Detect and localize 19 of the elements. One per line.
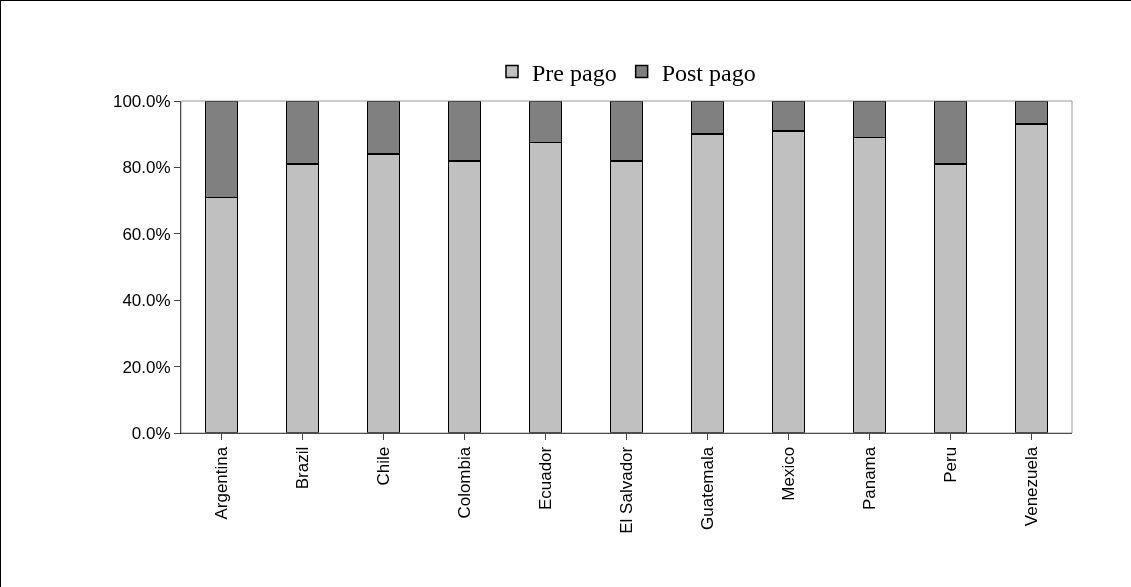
legend-label: Pre pago [532,59,617,86]
x-tick-label: Brazil [293,446,313,490]
y-tick-label: 40.0% [122,291,171,311]
y-tick-label: 20.0% [122,357,171,377]
x-tick-label: El Salvador [617,446,637,534]
y-tick-label: 60.0% [122,224,171,244]
x-tick-label: Ecuador [536,446,556,511]
x-tick-label: Peru [941,446,961,483]
y-tick-label: 100.0% [112,91,171,111]
legend-label: Post pago [661,59,756,86]
x-tick-label: Guatemala [698,446,718,530]
y-tick-label: 80.0% [122,158,171,178]
x-tick-label: Venezuela [1022,446,1042,527]
x-tick-label: Panama [860,446,880,511]
x-tick-label: Chile [374,446,394,486]
y-tick-label: 0.0% [131,423,171,443]
x-tick-label: Argentina [212,446,232,520]
x-tick-label: Mexico [779,446,799,501]
x-tick-label: Colombia [455,446,475,519]
